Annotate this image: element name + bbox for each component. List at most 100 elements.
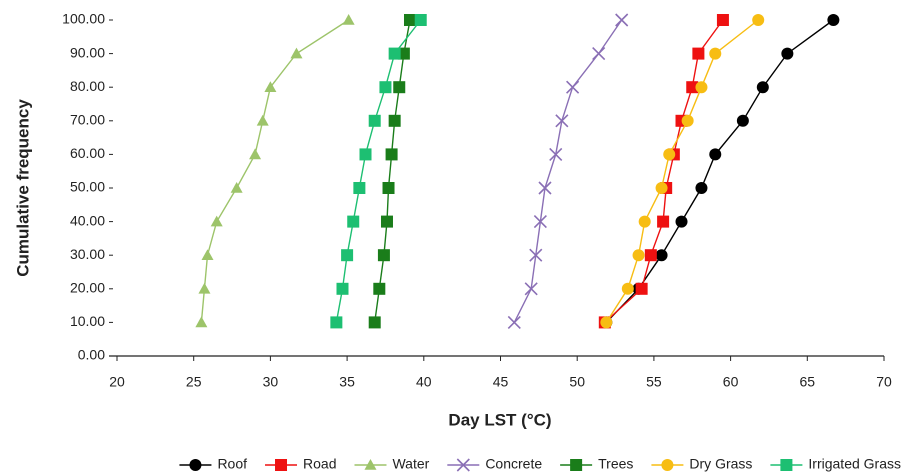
point <box>592 47 606 61</box>
legend-label: Water <box>392 456 429 472</box>
point <box>663 148 676 161</box>
point <box>385 148 398 161</box>
series-line <box>605 19 759 323</box>
point <box>342 14 355 25</box>
y-tick-label: 40.00 <box>70 212 105 228</box>
y-tick-label: 70.00 <box>70 112 105 128</box>
point <box>380 215 393 228</box>
legend-marker <box>661 459 674 471</box>
point <box>736 114 749 127</box>
y-tick-label: 50.00 <box>70 179 105 195</box>
series-line <box>335 19 422 323</box>
y-tick-label: 0.00 <box>78 347 105 363</box>
point <box>692 47 705 60</box>
point <box>549 147 563 161</box>
point <box>230 182 243 193</box>
x-tick-label: 40 <box>416 374 432 390</box>
x-tick-label: 20 <box>109 374 125 390</box>
legend-label: Irrigated Grass <box>808 456 901 472</box>
point <box>827 14 840 26</box>
legend: Roof Road Water Concrete Trees Dry Grass Irrig… <box>179 456 901 472</box>
legend-label: Dry Grass <box>689 456 752 472</box>
series-line <box>604 19 724 323</box>
legend-label: Roof <box>217 456 247 472</box>
x-tick-label: 50 <box>569 374 585 390</box>
y-axis-title: Cumulative frequency <box>13 99 32 277</box>
legend-marker <box>570 459 583 471</box>
y-tick-label: 100.00 <box>62 11 105 27</box>
point <box>290 47 303 59</box>
x-tick-label: 60 <box>723 374 739 390</box>
point <box>657 215 670 228</box>
point <box>686 81 699 94</box>
point <box>195 316 208 328</box>
point <box>566 80 580 94</box>
point <box>695 81 708 94</box>
point <box>264 81 277 92</box>
x-tick-label: 65 <box>800 374 816 390</box>
point <box>655 182 668 194</box>
point <box>752 14 765 26</box>
point <box>368 114 381 127</box>
legend-marker <box>189 459 202 471</box>
x-tick-label: 55 <box>646 374 662 390</box>
point <box>635 282 648 295</box>
point <box>632 249 645 262</box>
point <box>675 215 688 228</box>
point <box>638 215 651 228</box>
legend-marker <box>364 459 377 470</box>
point <box>695 182 708 194</box>
y-tick-label: 10.00 <box>70 313 105 329</box>
point <box>359 148 372 161</box>
point <box>388 114 401 127</box>
legend-marker <box>456 458 470 472</box>
point <box>373 282 386 295</box>
series-line <box>374 19 411 323</box>
point <box>716 14 729 26</box>
point <box>379 81 392 94</box>
y-tick-label: 60.00 <box>70 145 105 161</box>
point <box>353 182 366 194</box>
point <box>397 47 410 60</box>
y-tick-label: 30.00 <box>70 246 105 262</box>
point <box>393 81 406 94</box>
point <box>414 14 427 26</box>
point <box>533 215 547 229</box>
point <box>621 282 634 295</box>
x-tick-label: 70 <box>876 374 892 390</box>
point <box>403 14 416 26</box>
series-line <box>200 19 350 323</box>
legend-marker <box>780 459 793 471</box>
point <box>507 315 521 329</box>
point <box>644 249 657 262</box>
point <box>538 181 552 195</box>
series-line <box>513 19 623 323</box>
point <box>709 148 722 161</box>
x-axis-title: Day LST (°C) <box>448 410 551 429</box>
point <box>756 81 769 94</box>
point <box>249 148 262 160</box>
legend-label: Trees <box>598 456 633 472</box>
legend-label: Concrete <box>485 456 542 472</box>
x-tick-label: 35 <box>339 374 355 390</box>
series-line <box>605 19 834 323</box>
legend-label: Road <box>303 456 336 472</box>
point <box>368 316 381 329</box>
point <box>336 282 349 295</box>
point <box>201 249 214 260</box>
point <box>382 182 395 194</box>
point <box>600 316 613 329</box>
y-tick-label: 90.00 <box>70 44 105 60</box>
point <box>529 248 543 262</box>
point <box>377 249 390 262</box>
point <box>388 47 401 60</box>
legend-marker <box>275 459 288 471</box>
point <box>781 47 794 60</box>
point <box>524 282 538 296</box>
y-tick-label: 20.00 <box>70 280 105 296</box>
point <box>330 316 343 329</box>
point <box>615 13 629 27</box>
point <box>555 114 569 128</box>
